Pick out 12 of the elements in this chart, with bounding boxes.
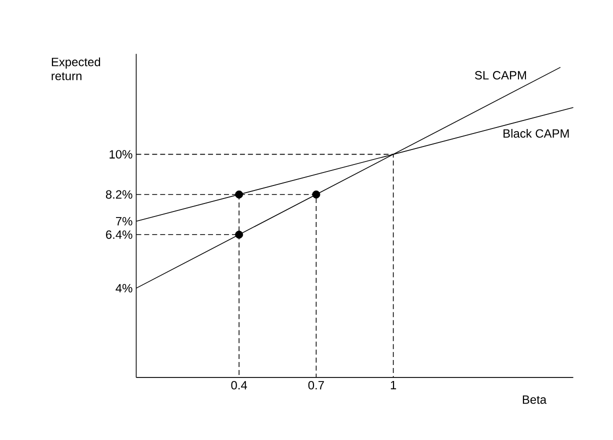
- x-tick-label: 0.4: [231, 381, 248, 390]
- x-tick-label: 1: [390, 381, 396, 390]
- series-label: Black CAPM: [504, 129, 569, 138]
- series-label: SL CAPM: [474, 71, 526, 80]
- y-tick-label: 4%: [116, 284, 132, 292]
- x-tick-label: 0.7: [308, 381, 324, 390]
- y-axis-title: Expected return: [52, 58, 100, 80]
- y-tick-label: 7%: [116, 217, 132, 226]
- y-tick-label: 10%: [110, 150, 132, 159]
- y-tick-label: 8.2%: [106, 190, 132, 199]
- x-axis-title: Beta: [522, 396, 547, 404]
- y-tick-label: 6.4%: [106, 230, 132, 239]
